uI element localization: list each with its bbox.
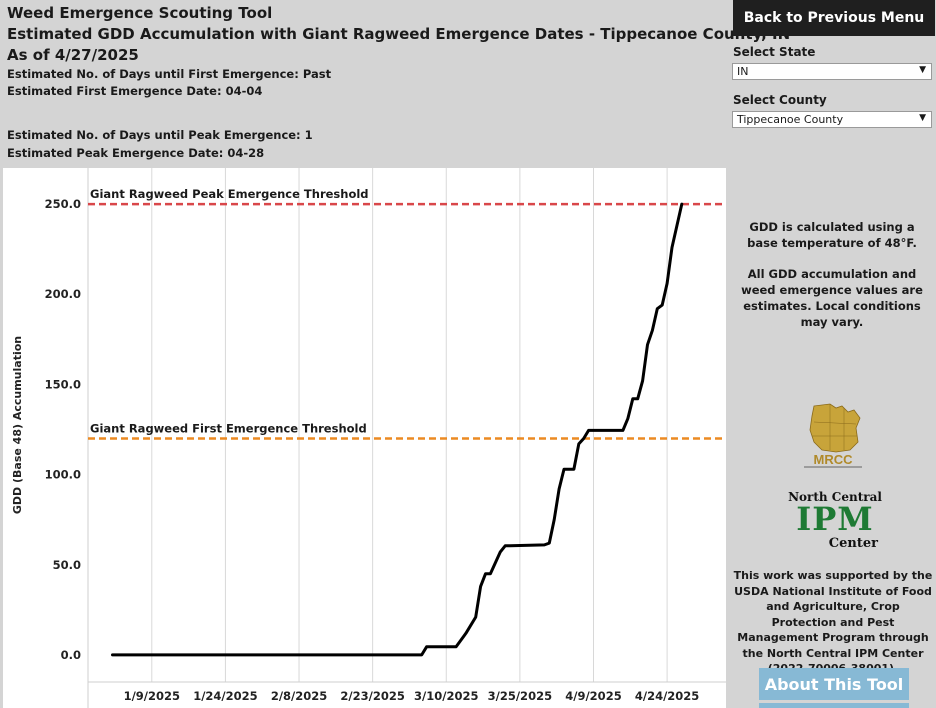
mrcc-logo-text: MRCC [814,452,854,467]
ipm-logo-top: North Central [788,490,882,504]
y-axis-label: GDD (Base 48) Accumulation [11,336,24,514]
threshold-label: Giant Ragweed First Emergence Threshold [90,422,367,436]
chevron-down-icon: ▼ [919,113,926,123]
y-tick-label: 150.0 [45,377,81,391]
chart-subtitle: Estimated GDD Accumulation with Giant Ra… [7,25,791,43]
y-tick-label: 200.0 [45,287,81,301]
county-select-label: Select County [733,93,827,107]
y-tick-label: 250.0 [45,197,81,211]
ipm-logo-main: IPM [796,500,874,538]
first-emergence-date: Estimated First Emergence Date: 04-04 [7,84,263,98]
back-to-previous-menu-button[interactable]: Back to Previous Menu [733,0,935,36]
x-tick-label: 4/24/2025 [635,689,699,703]
about-this-tool-button[interactable]: About This Tool [759,668,909,700]
county-select-value: Tippecanoe County [737,113,844,126]
x-tick-label: 4/9/2025 [565,689,621,703]
x-tick-label: 2/8/2025 [271,689,327,703]
estimates-note: All GDD accumulation and weed emergence … [741,267,923,329]
first-emergence-days: Estimated No. of Days until First Emerge… [7,67,332,81]
state-select-label: Select State [733,45,816,59]
peak-emergence-days: Estimated No. of Days until Peak Emergen… [7,128,313,142]
x-tick-label: 3/25/2025 [488,689,552,703]
peak-emergence-date: Estimated Peak Emergence Date: 04-28 [7,146,265,160]
funding-acknowledgement: This work was supported by the USDA Nati… [733,569,933,675]
y-tick-label: 0.0 [61,648,81,662]
x-tick-label: 1/9/2025 [124,689,180,703]
gdd-chart-panel: 0.0 50.0 100.0 150.0 200.0 250.0 1/9/2025 1/24/… [3,168,726,708]
tool-title: Weed Emergence Scouting Tool [7,4,273,22]
as-of-date: As of 4/27/2025 [7,46,139,64]
x-tick-label: 2/23/2025 [340,689,404,703]
threshold-label: Giant Ragweed Peak Emergence Threshold [90,187,369,201]
chevron-down-icon: ▼ [919,65,926,75]
y-tick-label: 50.0 [53,558,81,572]
state-select[interactable]: IN ▼ [732,63,932,80]
ipm-center-logo: North Central IPM Center [780,490,890,556]
y-tick-label: 100.0 [45,468,81,482]
mrcc-logo: MRCC [804,403,862,468]
ipm-logo-bottom: Center [828,536,878,551]
gdd-base-note: GDD is calculated using a base temperatu… [747,220,917,250]
about-button-shadow [759,703,909,708]
x-tick-label: 1/24/2025 [193,689,257,703]
x-tick-label: 3/10/2025 [414,689,478,703]
state-select-value: IN [737,65,749,78]
gdd-chart: 0.0 50.0 100.0 150.0 200.0 250.0 1/9/2025 1/24/… [11,168,726,708]
county-select[interactable]: Tippecanoe County ▼ [732,111,932,128]
gdd-accumulation-line [111,202,684,657]
